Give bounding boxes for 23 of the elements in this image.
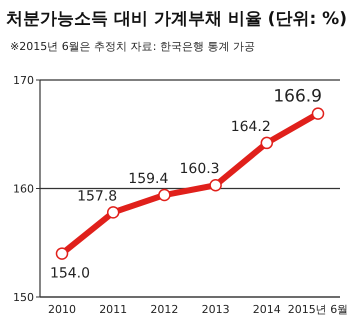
x-tick-label: 2010: [48, 303, 76, 316]
point: [158, 188, 171, 202]
data-label: 166.9: [273, 86, 322, 107]
chart-title: 처분가능소득 대비 가계부채 비율 (단위: %): [6, 9, 347, 29]
point: [209, 178, 222, 192]
data-label: 159.4: [128, 171, 168, 188]
y-tick-label: 170: [13, 74, 34, 87]
point: [106, 206, 120, 219]
x-tick-label: 2015년 6월: [288, 303, 348, 316]
y-tick-label: 150: [13, 291, 34, 304]
point: [56, 247, 68, 260]
data-label: 160.3: [180, 161, 220, 178]
x-tick-label: 2014: [252, 303, 281, 316]
point: [260, 136, 274, 150]
y-tick-label: 160: [13, 182, 34, 196]
x-tick-label: 2013: [202, 303, 230, 316]
chart-subtitle: ※2015년 6월은 추정치 자료: 한국은행 통계 가공: [10, 40, 255, 53]
point: [312, 107, 324, 120]
data-label: 164.2: [230, 118, 271, 135]
x-tick-label: 2012: [150, 303, 178, 316]
x-tick-label: 2011: [99, 303, 128, 316]
data-label: 157.8: [77, 188, 118, 204]
data-label: 154.0: [50, 266, 90, 282]
